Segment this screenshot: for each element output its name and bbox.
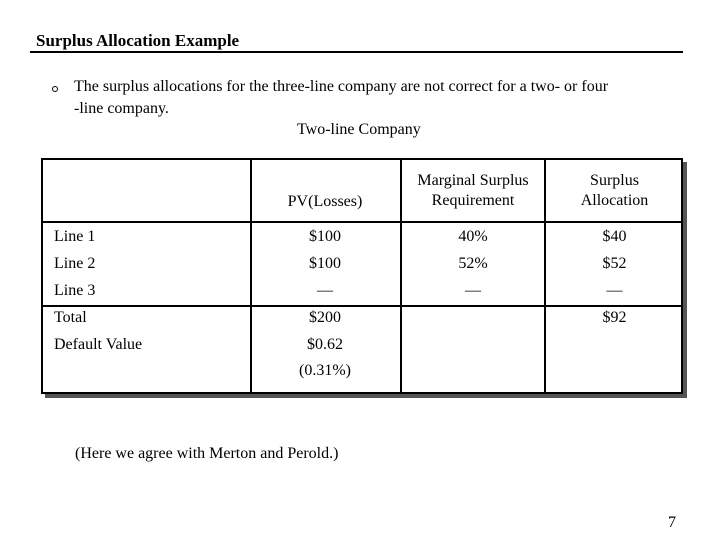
cell-pv-default-pct: (0.31%)	[299, 362, 351, 379]
cell-pv-line-3: —	[317, 282, 333, 299]
table-divider-v1	[250, 160, 252, 392]
table-body-divider	[43, 305, 681, 307]
bullet-text: The surplus allocations for the three-li…	[74, 76, 684, 120]
cell-pv-default-value: $0.62	[307, 336, 343, 353]
cell-alloc-line-1: $40	[602, 228, 627, 245]
bullet-text-line-2: -line company.	[74, 100, 169, 117]
slide-title: Surplus Allocation Example	[36, 31, 240, 50]
cell-pv-total: $200	[309, 309, 341, 326]
cell-msr-line-2: 52%	[458, 255, 488, 272]
row-label-total: Total	[54, 309, 87, 326]
table-divider-v3	[544, 160, 546, 392]
cell-pv-line-1: $100	[309, 228, 341, 245]
row-label-line-1: Line 1	[54, 228, 96, 245]
cell-alloc-total: $92	[602, 309, 627, 326]
header-surplus-allocation-line-2: Allocation	[580, 192, 649, 209]
cell-pv-line-2: $100	[309, 255, 341, 272]
page-number: 7	[668, 514, 676, 531]
cell-alloc-line-3: —	[606, 282, 623, 299]
bullet-text-line-1: The surplus allocations for the three-li…	[74, 78, 609, 95]
table-header-divider	[43, 221, 681, 223]
row-label-line-3: Line 3	[54, 282, 96, 299]
header-surplus-allocation: Surplus Allocation	[546, 171, 683, 211]
table-caption: Two-line Company	[297, 121, 421, 138]
row-label-default-value: Default Value	[54, 336, 143, 353]
header-marginal-surplus: Marginal Surplus Requirement	[402, 171, 544, 211]
title-divider	[30, 51, 683, 53]
header-marginal-surplus-line-1: Marginal Surplus	[417, 172, 529, 189]
bullet-circle-icon	[52, 86, 58, 92]
header-pv-losses: PV(Losses)	[287, 193, 363, 210]
footnote: (Here we agree with Merton and Perold.)	[75, 445, 339, 462]
cell-msr-line-3: —	[465, 282, 481, 299]
table-divider-v2	[400, 160, 402, 392]
allocation-table: PV(Losses) Marginal Surplus Requirement …	[41, 158, 683, 394]
cell-alloc-line-2: $52	[602, 255, 627, 272]
header-marginal-surplus-line-2: Requirement	[431, 192, 515, 209]
cell-msr-line-1: 40%	[458, 228, 488, 245]
header-surplus-allocation-line-1: Surplus	[590, 172, 639, 189]
row-label-line-2: Line 2	[54, 255, 96, 272]
